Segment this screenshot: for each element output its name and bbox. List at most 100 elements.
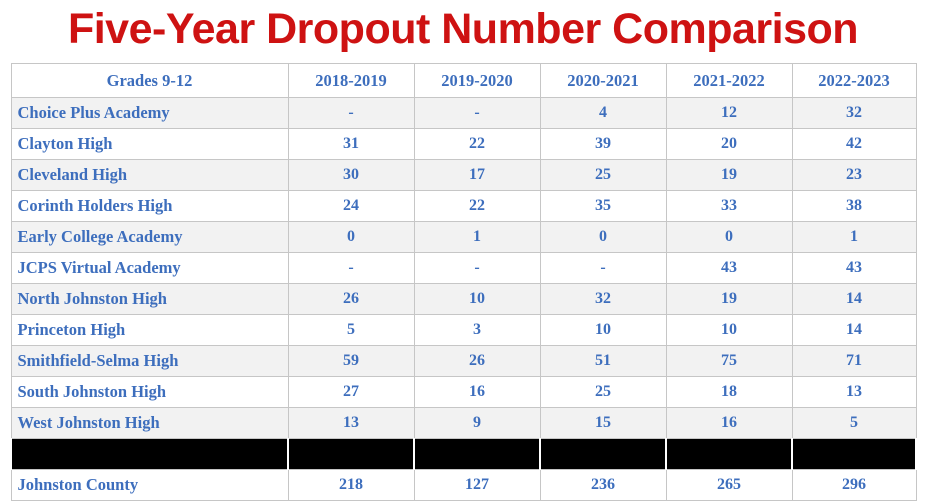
- value-cell: 51: [539, 345, 667, 377]
- table-row: South Johnston High 27 16 25 18 13: [10, 376, 917, 408]
- school-name-cell: Early College Academy: [10, 221, 289, 253]
- school-name-cell: North Johnston High: [10, 283, 289, 315]
- value-cell: 35: [539, 190, 667, 222]
- table-row: Corinth Holders High 24 22 35 33 38: [10, 190, 917, 222]
- school-name-cell: Princeton High: [10, 314, 289, 346]
- school-name-cell: JCPS Virtual Academy: [10, 252, 289, 284]
- value-cell: [665, 438, 793, 470]
- value-cell: 71: [791, 345, 917, 377]
- value-cell: 27: [287, 376, 415, 408]
- value-cell: -: [287, 97, 415, 129]
- value-cell: [539, 438, 667, 470]
- table-row: Choice Plus Academy - -4 12 32: [10, 97, 917, 129]
- table-row: Early College Academy 0 1 0 0 1: [10, 221, 917, 253]
- value-cell: 296: [791, 469, 917, 501]
- school-name-cell: Johnston County: [10, 469, 289, 501]
- value-cell: 16: [413, 376, 541, 408]
- table-row: Princeton High 5 3 10 10 14: [10, 314, 917, 346]
- value-cell: 43: [791, 252, 917, 284]
- value-cell: 10: [665, 314, 793, 346]
- value-cell: 20: [665, 128, 793, 160]
- value-cell: 24: [287, 190, 415, 222]
- value-cell: 9: [413, 407, 541, 439]
- value-cell: [791, 438, 917, 470]
- value-cell: 4: [539, 97, 667, 129]
- table-row: Johnston County 218 127 236 265 296: [10, 469, 917, 501]
- year-column-header: 2020-2021: [539, 63, 667, 98]
- value-cell: 59: [287, 345, 415, 377]
- table-row: North Johnston High 26 10 32 19 14: [10, 283, 917, 315]
- value-cell: 12: [665, 97, 793, 129]
- table-row: Clayton High 31 22 39 20 42: [10, 128, 917, 160]
- value-cell: 31: [287, 128, 415, 160]
- value-cell: 42: [791, 128, 917, 160]
- value-cell: 23: [791, 159, 917, 191]
- year-column-header: 2022-2023: [791, 63, 917, 98]
- school-name-cell: Choice Plus Academy: [10, 97, 289, 129]
- value-cell: 19: [665, 159, 793, 191]
- value-cell: 25: [539, 159, 667, 191]
- redacted-row: [10, 438, 917, 470]
- value-cell: 19: [665, 283, 793, 315]
- school-name-cell: South Johnston High: [10, 376, 289, 408]
- dropout-comparison-table: Grades 9-12 2018-2019 2019-2020 2020-2021 20…: [10, 63, 917, 501]
- value-cell: 39: [539, 128, 667, 160]
- school-name-cell: Smithfield-Selma High: [10, 345, 289, 377]
- value-cell: 1: [413, 221, 541, 253]
- value-cell: 32: [539, 283, 667, 315]
- value-cell: -: [413, 97, 541, 129]
- page-title: Five-Year Dropout Number Comparison: [67, 5, 859, 53]
- value-cell: -: [539, 252, 667, 284]
- value-cell: 26: [413, 345, 541, 377]
- value-cell: 5: [791, 407, 917, 439]
- value-cell: 13: [287, 407, 415, 439]
- value-cell: 0: [665, 221, 793, 253]
- header-row: Grades 9-12 2018-2019 2019-2020 2020-2021 20…: [10, 63, 917, 98]
- value-cell: 75: [665, 345, 793, 377]
- value-cell: 38: [791, 190, 917, 222]
- value-cell: 127: [413, 469, 541, 501]
- value-cell: 16: [665, 407, 793, 439]
- value-cell: 1: [791, 221, 917, 253]
- value-cell: 10: [539, 314, 667, 346]
- value-cell: [287, 438, 415, 470]
- value-cell: 236: [539, 469, 667, 501]
- table-row: Smithfield-Selma High 59 26 51 75 71: [10, 345, 917, 377]
- page: Five-Year Dropout Number Comparison Grad…: [10, 5, 917, 501]
- value-cell: 25: [539, 376, 667, 408]
- value-cell: [413, 438, 541, 470]
- value-cell: 33: [665, 190, 793, 222]
- value-cell: 32: [791, 97, 917, 129]
- row-label-column-header: Grades 9-12: [10, 63, 289, 98]
- table-row: JCPS Virtual Academy - - -43 43: [10, 252, 917, 284]
- value-cell: 22: [413, 128, 541, 160]
- value-cell: 14: [791, 314, 917, 346]
- school-name-cell: West Johnston High: [10, 407, 289, 439]
- value-cell: 22: [413, 190, 541, 222]
- value-cell: 218: [287, 469, 415, 501]
- value-cell: 3: [413, 314, 541, 346]
- value-cell: 18: [665, 376, 793, 408]
- year-column-header: 2018-2019: [287, 63, 415, 98]
- year-column-header: 2019-2020: [413, 63, 541, 98]
- value-cell: 26: [287, 283, 415, 315]
- value-cell: 43: [665, 252, 793, 284]
- value-cell: 265: [665, 469, 793, 501]
- value-cell: 14: [791, 283, 917, 315]
- value-cell: 0: [287, 221, 415, 253]
- value-cell: -: [413, 252, 541, 284]
- value-cell: 13: [791, 376, 917, 408]
- school-name-cell: Corinth Holders High: [10, 190, 289, 222]
- value-cell: 15: [539, 407, 667, 439]
- value-cell: 10: [413, 283, 541, 315]
- value-cell: -: [287, 252, 415, 284]
- value-cell: 17: [413, 159, 541, 191]
- school-name-cell: [10, 438, 289, 470]
- table-row: Cleveland High 30 17 25 19 23: [10, 159, 917, 191]
- table-row: West Johnston High 13 9 15 16 5: [10, 407, 917, 439]
- year-column-header: 2021-2022: [665, 63, 793, 98]
- school-name-cell: Cleveland High: [10, 159, 289, 191]
- value-cell: 0: [539, 221, 667, 253]
- value-cell: 5: [287, 314, 415, 346]
- value-cell: 30: [287, 159, 415, 191]
